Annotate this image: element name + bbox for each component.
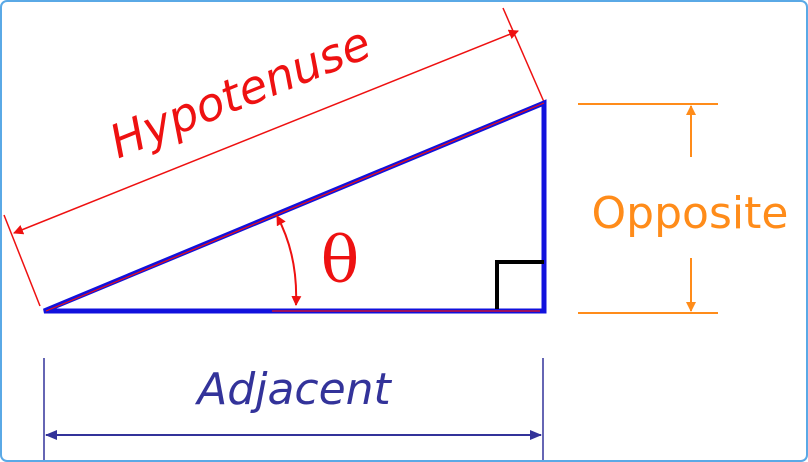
opposite-dimension: Opposite	[578, 103, 789, 314]
hypotenuse-extension-left	[3, 214, 41, 307]
hypotenuse-label: Hypotenuse	[102, 15, 378, 168]
opposite-label: Opposite	[592, 188, 789, 239]
hypotenuse-side-highlight	[45, 102, 545, 312]
angle-arc	[276, 215, 302, 306]
adjacent-dimension: Adjacent	[43, 358, 544, 460]
hypotenuse-dimension: Hypotenuse	[3, 7, 545, 307]
adjacent-label: Adjacent	[194, 364, 392, 415]
angle-marker: θ	[276, 215, 360, 306]
right-triangle	[43, 99, 547, 314]
hypotenuse-extension-right	[502, 7, 545, 103]
theta-label: θ	[321, 224, 360, 298]
right-angle-marker	[495, 260, 544, 309]
hypotenuse-dimension-line	[13, 29, 519, 235]
